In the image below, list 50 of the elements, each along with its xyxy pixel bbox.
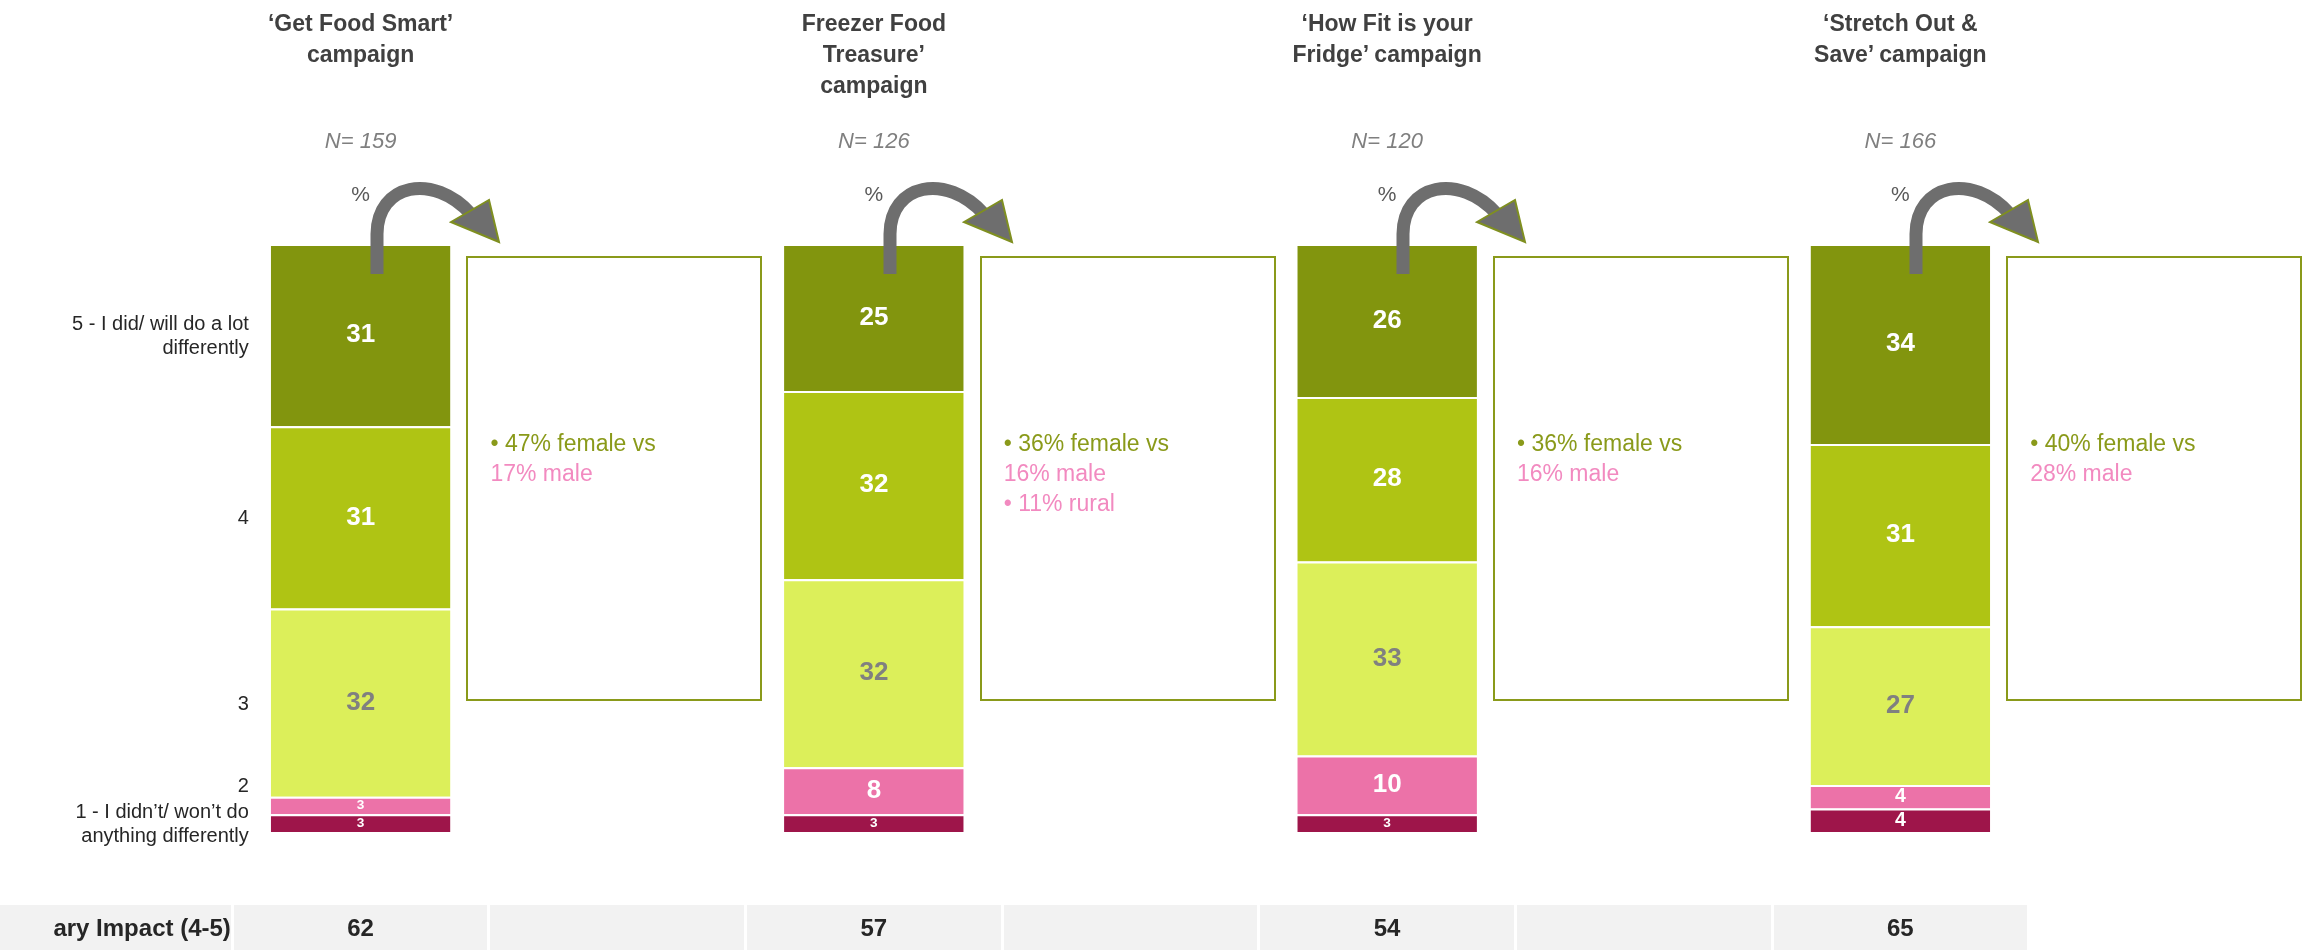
data-label: 10 bbox=[1372, 768, 1402, 799]
data-label: 32 bbox=[859, 468, 889, 499]
text: 54 bbox=[1260, 905, 1514, 950]
text: N= 159 bbox=[323, 128, 398, 154]
series-label: 1 - I didn’t/ won’t do anything differently bbox=[74, 799, 249, 848]
text: 65 bbox=[1773, 905, 2028, 950]
data-label: 25 bbox=[859, 300, 889, 331]
data-label: 32 bbox=[859, 656, 889, 687]
text: N= 166 bbox=[1863, 128, 1938, 154]
data-label: 28 bbox=[1372, 462, 1402, 493]
data-label: 33 bbox=[1372, 641, 1402, 672]
x-tick-label: Freezer Food Treasure’ campaign bbox=[800, 9, 948, 100]
annotation: • 47% female vs 17% male bbox=[490, 429, 657, 488]
text: % bbox=[1377, 182, 1397, 205]
annotation: • 36% female vs 16% male • 11% rural bbox=[1003, 429, 1170, 518]
text: N= 126 bbox=[837, 128, 911, 154]
data-label: 26 bbox=[1372, 303, 1402, 334]
text: ary Impact (4-5) bbox=[0, 905, 231, 950]
series-label: 2 bbox=[236, 773, 249, 798]
data-label: 34 bbox=[1885, 327, 1916, 358]
series-label: 3 bbox=[236, 690, 249, 715]
data-label: 4 bbox=[1894, 807, 1906, 830]
data-label: 31 bbox=[346, 500, 376, 531]
data-label: 3 bbox=[356, 814, 365, 830]
data-label: 27 bbox=[1885, 688, 1915, 719]
data-label: 32 bbox=[346, 685, 376, 716]
text: % bbox=[1891, 182, 1910, 205]
x-tick-label: ‘Get Food Smart’ campaign bbox=[266, 9, 455, 69]
data-label: 8 bbox=[866, 774, 882, 805]
callout-box: • 40% female vs 28% male bbox=[2006, 256, 2303, 701]
data-label: 31 bbox=[1885, 518, 1915, 549]
text: % bbox=[864, 182, 884, 205]
callout-box: • 47% female vs 17% male bbox=[466, 256, 763, 701]
data-label: 3 bbox=[1383, 814, 1392, 830]
text: N= 120 bbox=[1350, 128, 1424, 154]
data-label: 3 bbox=[870, 814, 879, 830]
callout-box: • 36% female vs 16% male bbox=[1492, 256, 1789, 701]
annotation: • 40% female vs 28% male bbox=[2030, 429, 2197, 488]
y-axis-title: % bbox=[350, 182, 371, 206]
x-tick-label: ‘How Fit is your Fridge’ campaign bbox=[1292, 9, 1483, 69]
data-label: 3 bbox=[356, 797, 365, 813]
callout-box: • 36% female vs 16% male • 11% rural bbox=[979, 256, 1276, 701]
data-label: 4 bbox=[1894, 784, 1906, 807]
text: 62 bbox=[233, 905, 488, 950]
text: 57 bbox=[747, 905, 1001, 950]
x-tick-label: ‘Stretch Out & Save’ campaign bbox=[1813, 9, 1988, 69]
annotation: • 36% female vs 16% male bbox=[1516, 429, 1684, 488]
series-label: 4 bbox=[236, 505, 249, 530]
series-label: 5 - I did/ will do a lot differently bbox=[71, 311, 249, 360]
data-label: 31 bbox=[346, 318, 376, 349]
